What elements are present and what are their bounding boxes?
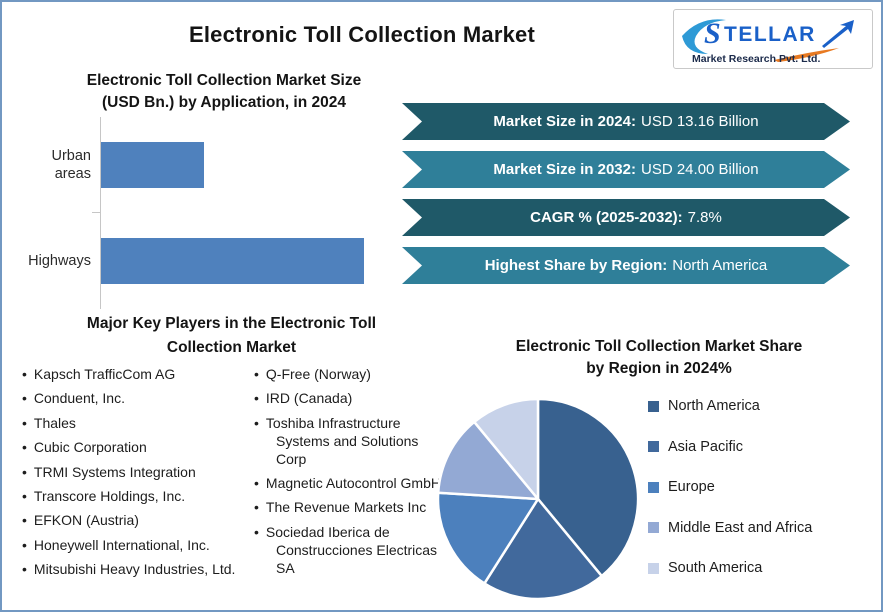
banner-value: USD 13.16 Billion (641, 113, 759, 130)
banner-value: North America (672, 257, 768, 274)
key-player-item: • TRMI Systems Integration (22, 463, 196, 480)
key-player-item: • Magnetic Autocontrol GmbH (254, 475, 441, 492)
bar-row-highways: Highways (14, 213, 422, 309)
bullet-icon: • (22, 366, 27, 383)
key-player-item: • Cubic Corporation (22, 439, 147, 456)
key-player-item: • Transcore Holdings, Inc. (22, 488, 186, 505)
bar-chart-title-line1: Electronic Toll Collection Market Size (86, 72, 362, 89)
bar-category-label: Urban areas (51, 147, 92, 182)
bullet-icon: • (254, 523, 259, 540)
legend-label: North America (668, 398, 760, 414)
key-player-item: • Kapsch TrafficCom AG (22, 366, 176, 383)
banner-label: Market Size in 2024: (493, 113, 636, 130)
page-title: Electronic Toll Collection Market (188, 22, 536, 47)
pie-slice-asia-pacific (483, 497, 603, 601)
bar-urban-areas (101, 142, 204, 188)
pie-chart-title: Electronic Toll Collection Market Share … (459, 336, 859, 381)
key-players-title: Major Key Players in the Electronic Toll… (49, 312, 414, 360)
legend-swatch-icon (648, 441, 659, 452)
key-player-item: • Conduent, Inc. (22, 390, 125, 407)
pie-chart-legend: North America Asia Pacific Europe Middle Ea… (648, 398, 812, 576)
bar-highways (101, 238, 365, 284)
key-player-item: • The Revenue Markets Inc (254, 499, 427, 516)
key-player-item: • Honeywell International, Inc. (22, 536, 210, 553)
logo-swoosh (682, 19, 726, 54)
bullet-icon: • (22, 536, 27, 553)
pie-chart (436, 397, 640, 601)
logo-orange-swoosh (774, 48, 839, 62)
key-players-title-line2: Collection Market (166, 339, 297, 357)
bullet-icon: • (254, 414, 259, 431)
bullet-icon: • (22, 414, 27, 431)
bar-chart-title: Electronic Toll Collection Market Size (… (24, 70, 424, 113)
bullet-icon: • (254, 475, 259, 492)
legend-swatch-icon (648, 562, 659, 574)
pie-chart-title-line1: Electronic Toll Collection Market Share (515, 338, 803, 355)
legend-item-europe: Europe (648, 479, 812, 495)
key-player-item: • Q-Free (Norway) (254, 366, 371, 383)
bar-row-urban-areas: Urban areas (14, 117, 422, 213)
key-players-columns: • Kapsch TrafficCom AG • Conduent, Inc. • Tha… (14, 366, 449, 586)
bullet-icon: • (22, 390, 27, 407)
stellar-logo-graphic: S TELLAR Market Research Pvt. Ltd. (682, 17, 854, 65)
bar-chart-section: Electronic Toll Collection Market Size (… (14, 70, 434, 312)
key-player-item: • Toshiba Infrastructure Systems and Solu… (254, 414, 419, 467)
banner-label: Highest Share by Region: (484, 257, 668, 274)
logo-brand-text: TELLAR (724, 23, 816, 46)
bar-chart-title-line2: (USD Bn.) by Application, in 2024 (101, 93, 346, 111)
key-player-item: • Mitsubishi Heavy Industries, Ltd. (22, 561, 236, 578)
key-players-column-2: • Q-Free (Norway) • IRD (Canada) • Toshiba In… (246, 366, 446, 586)
banner-value: USD 24.00 Billion (641, 161, 759, 178)
legend-swatch-icon (648, 522, 659, 533)
legend-item-asia-pacific: Asia Pacific (648, 439, 812, 455)
banner-label: Market Size in 2032: (493, 161, 636, 178)
key-players-title-line1: Major Key Players in the Electronic Toll (86, 315, 377, 332)
banner-label: CAGR % (2025-2032): (530, 209, 683, 226)
legend-item-south-america: South America (648, 560, 812, 576)
bar-category-label: Highways (28, 252, 91, 269)
pie-slice-north-america (536, 397, 640, 578)
key-player-item: • EFKON (Austria) (22, 512, 139, 529)
legend-swatch-icon (648, 400, 659, 412)
bar-chart-y-axis (100, 117, 101, 309)
bar-chart-axis-tick (92, 212, 100, 213)
pie-chart-title-line2: by Region in 2024% (586, 360, 732, 378)
legend-label: Asia Pacific (668, 438, 743, 455)
pie-chart-section: Electronic Toll Collection Market Share … (436, 336, 874, 608)
legend-label: Middle East and Africa (668, 519, 813, 536)
stat-banner: Highest Share by Region: North America (402, 247, 850, 284)
bullet-icon: • (254, 390, 259, 407)
stellar-logo: S TELLAR Market Research Pvt. Ltd. (673, 9, 873, 69)
legend-label: South America (668, 560, 763, 576)
bar-chart-plot: Urban areas Highways (14, 117, 422, 309)
bullet-icon: • (22, 488, 27, 505)
legend-item-middle-east-and-africa: Middle East and Africa (648, 520, 812, 536)
key-player-item: • Thales (22, 414, 76, 431)
stat-banner: Market Size in 2032: USD 24.00 Billion (402, 151, 850, 188)
logo-subtitle-text: Market Research Pvt. Ltd. (692, 53, 820, 65)
logo-arrow-icon (822, 20, 854, 48)
pie-slice-middle-east-and-africa (436, 420, 540, 501)
legend-item-north-america: North America (648, 398, 812, 414)
key-players-column-1: • Kapsch TrafficCom AG • Conduent, Inc. • Tha… (14, 366, 246, 586)
banner-value: 7.8% (687, 209, 722, 226)
key-players-section: Major Key Players in the Electronic Toll… (14, 312, 449, 586)
stat-banner: Market Size in 2024: USD 13.16 Billion (402, 103, 850, 140)
bullet-icon: • (22, 463, 27, 480)
pie-slice-south-america (473, 397, 540, 501)
bullet-icon: • (22, 561, 27, 578)
bullet-icon: • (254, 366, 259, 383)
legend-label: Europe (668, 479, 715, 495)
stat-banners: Market Size in 2024: USD 13.16 Billion Mar… (402, 103, 850, 295)
key-player-item: • Sociedad Iberica de Construcciones Elec… (254, 523, 438, 576)
bullet-icon: • (22, 512, 27, 529)
logo-letter-s: S (704, 17, 721, 50)
legend-swatch-icon (648, 481, 659, 493)
pie-slice-europe (436, 491, 540, 585)
stat-banner: CAGR % (2025-2032): 7.8% (402, 199, 850, 236)
key-player-item: • IRD (Canada) (254, 390, 353, 407)
bullet-icon: • (22, 439, 27, 456)
bullet-icon: • (254, 499, 259, 516)
